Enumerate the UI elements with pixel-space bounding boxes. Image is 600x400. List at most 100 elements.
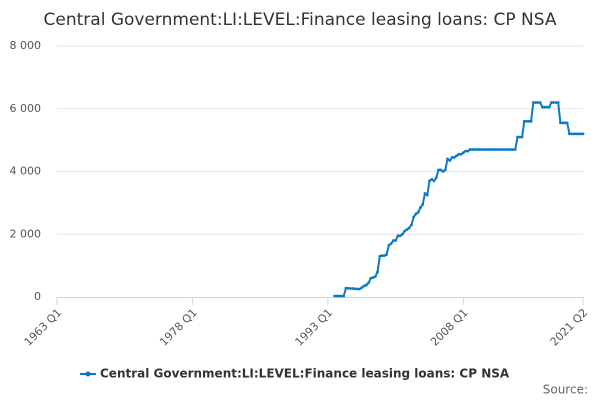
point — [412, 215, 416, 219]
point — [502, 148, 506, 151]
x-tick-label: 1963 Q1 — [22, 306, 65, 349]
point — [480, 148, 483, 151]
line — [334, 101, 583, 298]
y-tick-label: 8 000 — [10, 39, 42, 52]
point — [355, 287, 359, 291]
point — [518, 135, 522, 139]
point — [477, 148, 481, 151]
point — [509, 148, 513, 151]
point — [486, 148, 490, 151]
legend-marker — [85, 371, 91, 377]
point — [376, 270, 379, 274]
point — [396, 234, 400, 238]
point — [552, 101, 556, 104]
point — [489, 148, 492, 151]
point — [443, 168, 447, 172]
point — [432, 179, 436, 183]
point — [398, 234, 402, 238]
point — [419, 206, 422, 209]
point — [441, 170, 445, 173]
point — [466, 149, 470, 153]
point — [421, 203, 425, 206]
point — [493, 148, 497, 151]
point — [452, 155, 456, 159]
point — [522, 119, 526, 123]
point — [351, 287, 355, 290]
point — [434, 176, 438, 180]
point — [423, 192, 427, 195]
y-tick-label: 6 000 — [10, 102, 42, 115]
point — [504, 148, 508, 151]
point — [561, 121, 565, 125]
point — [344, 286, 348, 290]
x-tick-label: 2008 Q1 — [428, 306, 471, 349]
point — [495, 148, 499, 151]
point — [577, 132, 580, 136]
point — [531, 101, 535, 104]
point — [340, 294, 343, 298]
point — [536, 101, 540, 104]
x-tick-label: 2021 Q2 — [548, 306, 591, 349]
point — [559, 121, 562, 125]
point — [430, 177, 434, 181]
point — [464, 149, 468, 153]
point — [373, 275, 377, 279]
point — [534, 101, 537, 104]
point — [387, 243, 391, 247]
point — [425, 193, 429, 197]
y-tick-label: 4 000 — [10, 165, 42, 178]
point — [382, 254, 386, 257]
point — [547, 105, 551, 109]
point — [572, 132, 576, 136]
point — [450, 155, 454, 159]
point — [342, 294, 346, 298]
point — [491, 148, 495, 151]
point — [400, 232, 404, 236]
point — [565, 121, 569, 125]
point — [556, 101, 560, 104]
y-tick-label: 0 — [34, 290, 41, 303]
point — [346, 286, 350, 290]
chart-title: Central Government:LI:LEVEL:Finance leas… — [44, 10, 557, 30]
point — [500, 148, 504, 151]
point — [554, 101, 558, 104]
point — [405, 228, 409, 231]
point — [385, 253, 388, 257]
point — [428, 179, 431, 183]
point — [507, 148, 510, 151]
point — [574, 132, 578, 136]
point — [525, 119, 528, 123]
point — [380, 254, 384, 257]
x-tick-label: 1978 Q1 — [157, 306, 200, 349]
point — [482, 148, 486, 151]
point — [475, 148, 479, 151]
point — [545, 105, 549, 109]
point — [470, 148, 474, 151]
point — [437, 168, 440, 172]
point — [367, 281, 370, 285]
point — [335, 294, 339, 298]
point — [459, 152, 463, 156]
point — [364, 283, 368, 287]
point — [570, 132, 574, 136]
point — [333, 294, 337, 298]
point — [568, 132, 571, 136]
point — [362, 284, 366, 288]
point — [360, 286, 364, 289]
point — [407, 226, 411, 230]
point — [484, 148, 488, 151]
point — [549, 101, 553, 104]
point — [378, 254, 382, 258]
point — [414, 212, 418, 216]
point — [527, 119, 531, 123]
point — [416, 210, 420, 214]
point — [391, 239, 395, 242]
point — [371, 276, 375, 279]
point — [540, 105, 544, 109]
legend-label[interactable]: Central Government:LI:LEVEL:Finance leas… — [100, 367, 510, 381]
point — [513, 148, 517, 151]
point — [389, 242, 393, 246]
point — [455, 154, 458, 158]
point — [468, 148, 472, 151]
